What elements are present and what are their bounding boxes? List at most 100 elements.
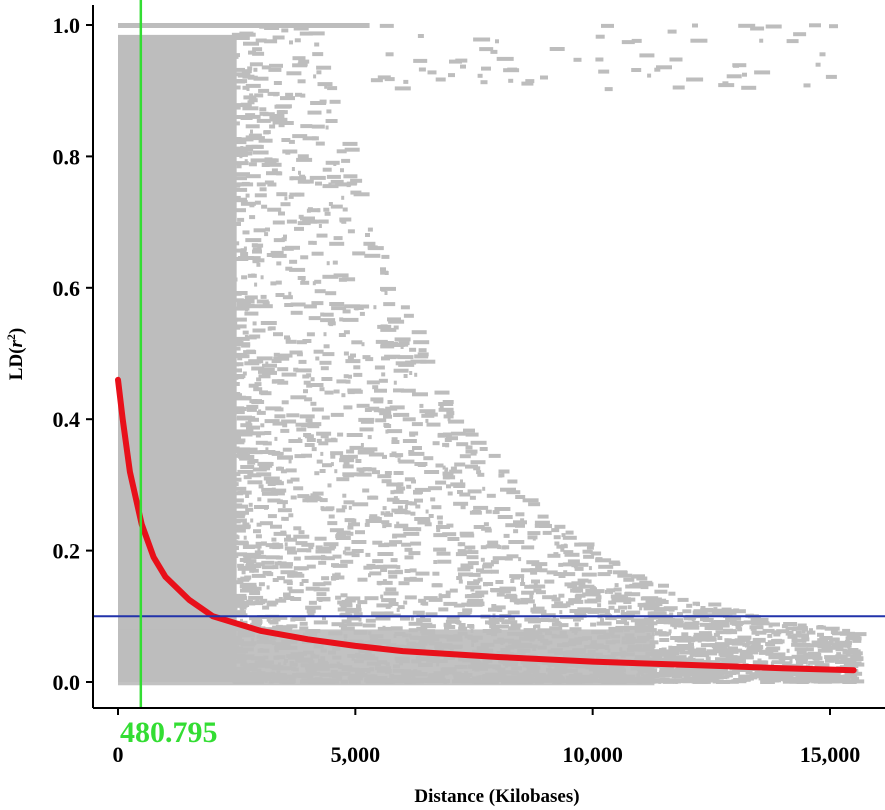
data-point [671, 646, 682, 650]
data-point [590, 589, 605, 594]
data-point [330, 454, 336, 459]
data-point [236, 153, 244, 157]
data-point [749, 676, 754, 681]
data-point [548, 667, 552, 672]
data-point [662, 672, 666, 677]
data-point [327, 679, 335, 684]
data-point [806, 630, 816, 635]
data-point [529, 568, 540, 573]
data-point [578, 584, 595, 589]
data-point [737, 627, 743, 632]
data-point [800, 675, 808, 680]
data-point [814, 663, 830, 668]
data-point [583, 554, 595, 559]
data-point [285, 92, 294, 97]
data-point [745, 677, 751, 682]
data-point [424, 629, 436, 634]
data-point [569, 677, 578, 682]
data-point [328, 514, 335, 519]
data-point [464, 673, 470, 678]
data-point [432, 441, 440, 446]
data-point [563, 550, 574, 555]
data-point [316, 65, 332, 70]
data-point [436, 515, 443, 520]
data-point [660, 652, 677, 657]
data-point [349, 673, 364, 678]
data-point [262, 112, 275, 117]
data-point [415, 504, 421, 509]
data-point [233, 298, 244, 303]
data-point [286, 534, 291, 539]
data-point [432, 571, 440, 576]
data-point [568, 640, 581, 645]
data-point [326, 261, 330, 266]
data-point [234, 535, 240, 540]
data-point [647, 611, 663, 616]
data-point [745, 640, 759, 645]
data-point [289, 267, 306, 272]
data-point [357, 600, 368, 605]
data-point [342, 550, 346, 555]
data-point [385, 662, 390, 667]
data-point [293, 486, 304, 491]
data-point [380, 511, 385, 516]
data-point [358, 649, 367, 654]
data-point [234, 362, 240, 367]
data-point [256, 299, 269, 304]
y-tick-label: 0.4 [53, 407, 81, 432]
data-point [297, 79, 306, 84]
data-point [271, 168, 278, 173]
data-point [355, 530, 365, 535]
data-point [471, 510, 481, 514]
data-point [290, 495, 297, 500]
data-point [738, 23, 756, 28]
data-point [791, 642, 805, 647]
data-point [352, 251, 366, 256]
data-point [708, 660, 721, 665]
data-point [293, 566, 309, 571]
data-point [239, 456, 250, 461]
data-point [295, 368, 312, 373]
data-point [446, 436, 458, 441]
data-point [322, 616, 326, 621]
data-point [750, 26, 765, 31]
data-point [247, 66, 253, 71]
data-point [453, 675, 466, 680]
data-point [649, 640, 659, 645]
data-point [683, 674, 691, 679]
data-point [235, 666, 251, 671]
data-point [277, 662, 281, 667]
data-point [507, 631, 522, 636]
data-point [623, 577, 635, 582]
data-point [427, 70, 437, 75]
data-point [266, 171, 281, 176]
data-point [272, 542, 280, 547]
data-point [802, 638, 807, 643]
data-point [516, 600, 520, 605]
data-point [266, 602, 277, 607]
data-point [314, 536, 327, 541]
data-point [330, 576, 339, 580]
data-point [430, 497, 436, 502]
data-point [297, 179, 310, 184]
data-point [485, 509, 492, 514]
data-point [481, 664, 494, 669]
data-point [244, 557, 252, 561]
data-point [765, 651, 774, 656]
data-point [236, 541, 249, 546]
data-point [268, 67, 282, 72]
data-point [840, 657, 857, 662]
data-point [419, 403, 424, 408]
data-point [749, 625, 764, 630]
data-point [254, 505, 269, 509]
data-point [377, 324, 392, 329]
data-point [523, 628, 536, 633]
data-point [393, 325, 399, 330]
data-point [532, 662, 538, 667]
data-point [595, 34, 605, 39]
data-point [407, 677, 419, 682]
data-point [242, 371, 247, 376]
data-point [501, 473, 505, 478]
data-point [384, 512, 393, 517]
data-point [788, 630, 794, 635]
